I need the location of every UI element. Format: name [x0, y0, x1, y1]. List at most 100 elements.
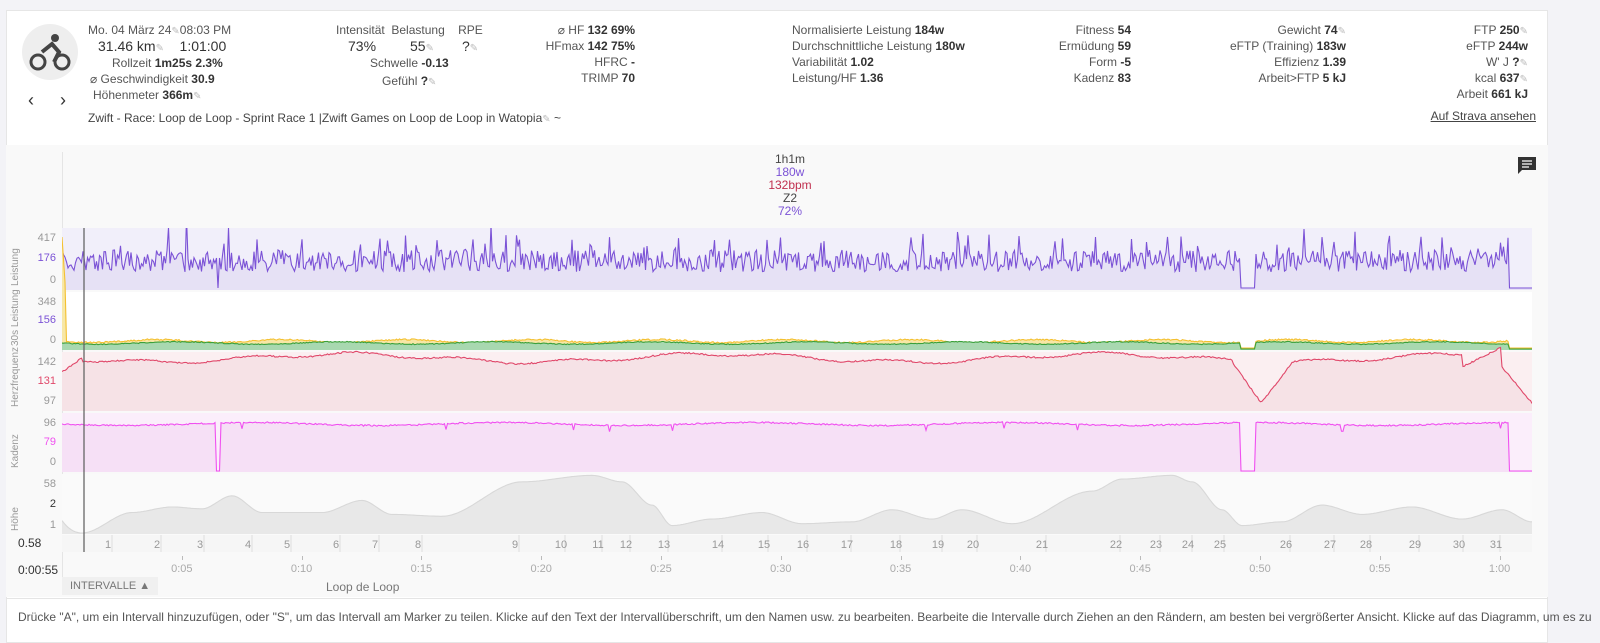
- tick-mark: [1379, 556, 1381, 560]
- comment-icon[interactable]: [1517, 156, 1537, 174]
- interval-label[interactable]: 13: [658, 539, 670, 551]
- interval-label[interactable]: 15: [758, 539, 770, 551]
- summary-hr: 132bpm: [768, 178, 812, 192]
- activity-title[interactable]: Zwift - Race: Loop de Loop - Sprint Race…: [88, 111, 543, 125]
- edit-icon[interactable]: ✎: [1519, 58, 1528, 69]
- power30s-yellow-line: [62, 236, 1532, 349]
- stat-weight-3: Arbeit>FTP 5 kJ: [1258, 71, 1346, 85]
- elevation-line: [62, 474, 1532, 534]
- stat-fitness-3: Kadenz 83: [1074, 71, 1131, 85]
- interval-label[interactable]: 2: [154, 539, 160, 551]
- stat-power-1: Durchschnittliche Leistung 180w: [792, 39, 965, 53]
- edit-icon[interactable]: ✎: [171, 26, 180, 37]
- edit-icon[interactable]: ✎: [193, 91, 202, 102]
- stat-label: Arbeit: [1456, 87, 1488, 101]
- edit-icon[interactable]: ✎: [1337, 26, 1346, 37]
- interval-label[interactable]: 18: [890, 539, 902, 551]
- tick-mark: [541, 556, 543, 560]
- interval-label[interactable]: 7: [372, 539, 378, 551]
- prev-activity-button[interactable]: ‹: [28, 90, 34, 110]
- interval-label[interactable]: 6: [333, 539, 339, 551]
- tick-mark: [421, 556, 423, 560]
- power-area: [62, 228, 1532, 290]
- interval-label[interactable]: 20: [967, 539, 979, 551]
- time-tick: 0:05: [171, 563, 193, 575]
- stat-value: 1.39: [1322, 55, 1346, 69]
- interval-label[interactable]: 14: [712, 539, 724, 551]
- next-activity-button[interactable]: ›: [60, 90, 66, 110]
- edit-icon[interactable]: ✎: [428, 77, 437, 88]
- time-tick: 0:40: [1009, 563, 1032, 575]
- stat-fitness-2: Form -5: [1089, 55, 1131, 69]
- interval-label[interactable]: 31: [1490, 539, 1502, 551]
- interval-label[interactable]: 10: [555, 539, 567, 551]
- interval-label[interactable]: 23: [1150, 539, 1162, 551]
- interval-label[interactable]: 21: [1036, 539, 1048, 551]
- power-line: [62, 228, 1532, 289]
- edit-icon[interactable]: ✎: [425, 43, 434, 54]
- interval-label[interactable]: 12: [620, 539, 632, 551]
- interval-label[interactable]: 19: [932, 539, 944, 551]
- stat-label: Effizienz: [1274, 55, 1320, 69]
- rpe[interactable]: ?: [462, 38, 470, 54]
- interval-name[interactable]: Loop de Loop: [326, 580, 400, 594]
- stat-ftp-2: W' J ?✎: [1486, 55, 1528, 69]
- interval-label[interactable]: 9: [512, 539, 518, 551]
- time-tick: 0:55: [1369, 563, 1391, 575]
- rollzeit-pct: 2.3%: [195, 56, 223, 70]
- interval-label[interactable]: 4: [245, 539, 251, 551]
- stat-label: FTP: [1473, 23, 1497, 37]
- stat-weight-0: Gewicht 74✎: [1278, 23, 1346, 37]
- interval-label[interactable]: 27: [1324, 539, 1336, 551]
- time-tick: 1:00: [1488, 563, 1511, 575]
- row-label: Kadenz: [10, 434, 21, 468]
- stat-fitness-1: Ermüdung 59: [1059, 39, 1131, 53]
- time-tick: 0:20: [530, 563, 552, 575]
- tick-mark: [661, 556, 662, 560]
- cadence-area: [62, 421, 1532, 472]
- schwelle-label: Schwelle: [370, 56, 419, 70]
- edit-icon[interactable]: ✎: [1519, 74, 1528, 85]
- interval-label[interactable]: 29: [1409, 539, 1421, 551]
- interval-label[interactable]: 30: [1453, 539, 1465, 551]
- interval-label[interactable]: 1: [105, 539, 111, 551]
- activity-chart[interactable]: 1 2 3 4 5 6 7 8 9 10 11 12 13 14 15 16 17 18 19 20 21 22 23 24 2…: [62, 228, 1532, 552]
- interval-label[interactable]: 28: [1360, 539, 1372, 551]
- strava-link[interactable]: Auf Strava ansehen: [1430, 109, 1536, 123]
- stat-power-3: Leistung/HF 1.36: [792, 71, 883, 85]
- y-tick-mid: 2: [49, 497, 56, 510]
- stat-fitness-0: Fitness 54: [1076, 23, 1131, 37]
- stat-label: Kadenz: [1073, 71, 1115, 85]
- interval-label[interactable]: 22: [1110, 539, 1122, 551]
- summary-duration: 1h1m: [774, 152, 806, 166]
- intervals-toggle-button[interactable]: INTERVALLE ▲: [62, 577, 158, 595]
- activity-time: 08:03 PM: [179, 23, 232, 37]
- interval-label[interactable]: 26: [1280, 539, 1292, 551]
- interval-label[interactable]: 17: [841, 539, 853, 551]
- interval-label[interactable]: 8: [415, 539, 421, 551]
- time-tick: 0:10: [290, 563, 313, 575]
- stat-label: W' J: [1485, 55, 1509, 69]
- feel[interactable]: ?: [420, 74, 429, 88]
- summary-pct: 72%: [777, 204, 803, 218]
- stat-label: ⌀ HF: [557, 23, 585, 37]
- edit-icon[interactable]: ✎: [155, 43, 164, 54]
- edit-icon[interactable]: ✎: [1519, 26, 1528, 37]
- stat-label: Form: [1088, 55, 1117, 69]
- rollzeit: 1m25s: [154, 56, 193, 70]
- edit-icon[interactable]: ✎: [542, 114, 551, 125]
- interval-label[interactable]: 25: [1214, 539, 1226, 551]
- interval-label[interactable]: 24: [1182, 539, 1194, 551]
- time-tick: 0:45: [1129, 563, 1151, 575]
- interval-label[interactable]: 5: [284, 539, 290, 551]
- hr-line: [62, 346, 1532, 404]
- edit-icon[interactable]: ✎: [469, 43, 479, 54]
- stat-label: Variabilität: [792, 55, 848, 69]
- elev: 366m: [162, 88, 194, 102]
- interval-label[interactable]: 16: [797, 539, 809, 551]
- stat-value: 54: [1117, 23, 1131, 37]
- interval-label[interactable]: 11: [592, 539, 603, 551]
- interval-label[interactable]: 3: [197, 539, 203, 551]
- stat-value: 5 kJ: [1322, 71, 1346, 85]
- stat-ftp-1: eFTP 244w: [1466, 39, 1528, 53]
